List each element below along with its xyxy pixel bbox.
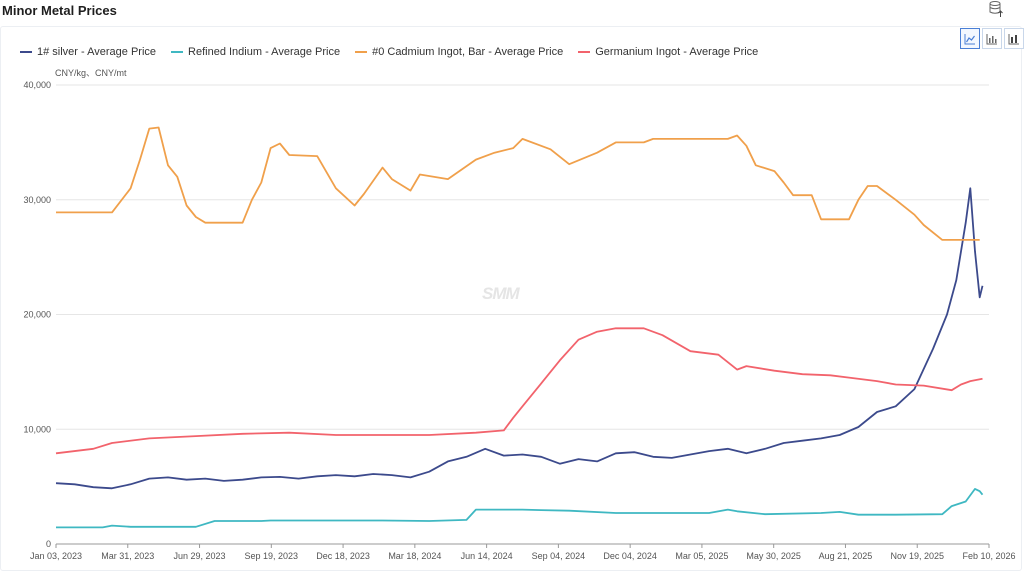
legend-label-indium: Refined Indium - Average Price: [188, 46, 341, 58]
x-tick-label: Mar 18, 2024: [388, 551, 441, 561]
unit-label: CNY/kg、CNY/mt: [55, 68, 127, 78]
x-tick-label: Mar 31, 2023: [101, 551, 154, 561]
legend-swatch-indium: [171, 51, 184, 53]
legend-swatch-germanium: [578, 51, 591, 53]
chart-type-switch: [958, 28, 1024, 49]
y-tick-label: 10,000: [23, 424, 51, 434]
x-tick-label: Jun 29, 2023: [174, 551, 226, 561]
x-tick-label: Sep 04, 2024: [532, 551, 586, 561]
x-tick-label: Sep 19, 2023: [245, 551, 299, 561]
legend-item-cadmium[interactable]: #0 Cadmium Ingot, Bar - Average Price: [355, 46, 563, 58]
legend-swatch-cadmium: [355, 51, 368, 53]
x-tick-label: Aug 21, 2025: [819, 551, 873, 561]
y-tick-label: 20,000: [23, 310, 51, 320]
bar-chart-icon[interactable]: [982, 28, 1002, 49]
y-tick-label: 40,000: [23, 80, 51, 90]
stacked-bar-chart-icon[interactable]: [1004, 28, 1024, 49]
line-chart-icon[interactable]: [960, 28, 980, 49]
y-tick-label: 0: [46, 539, 51, 549]
legend-item-germanium[interactable]: Germanium Ingot - Average Price: [578, 46, 758, 58]
series-line-germanium: [55, 327, 983, 455]
legend-label-silver: 1# silver - Average Price: [37, 46, 157, 58]
series-line-indium: [56, 487, 984, 529]
x-tick-label: Nov 19, 2025: [890, 551, 944, 561]
database-export-icon[interactable]: [987, 0, 1005, 18]
series-line-silver: [55, 187, 984, 490]
legend-item-silver[interactable]: 1# silver - Average Price: [20, 46, 156, 58]
x-tick-label: Dec 04, 2024: [603, 551, 657, 561]
y-tick-label: 30,000: [23, 195, 51, 205]
series-line-cadmium: [56, 126, 980, 241]
chart-legend: 1# silver - Average Price Refined Indium…: [20, 44, 773, 60]
legend-label-germanium: Germanium Ingot - Average Price: [595, 46, 759, 58]
x-tick-label: Jun 14, 2024: [461, 551, 513, 561]
x-tick-label: Jan 03, 2023: [30, 551, 82, 561]
x-tick-label: Feb 10, 2026: [962, 551, 1015, 561]
x-tick-label: Mar 05, 2025: [675, 551, 728, 561]
legend-swatch-silver: [20, 51, 32, 53]
x-tick-label: May 30, 2025: [746, 551, 801, 561]
watermark: SMM: [482, 284, 520, 303]
page-title: Minor Metal Prices: [2, 3, 117, 18]
x-tick-label: Dec 18, 2023: [316, 551, 370, 561]
legend-label-cadmium: #0 Cadmium Ingot, Bar - Average Price: [372, 46, 564, 58]
legend-item-indium[interactable]: Refined Indium - Average Price: [171, 46, 340, 58]
